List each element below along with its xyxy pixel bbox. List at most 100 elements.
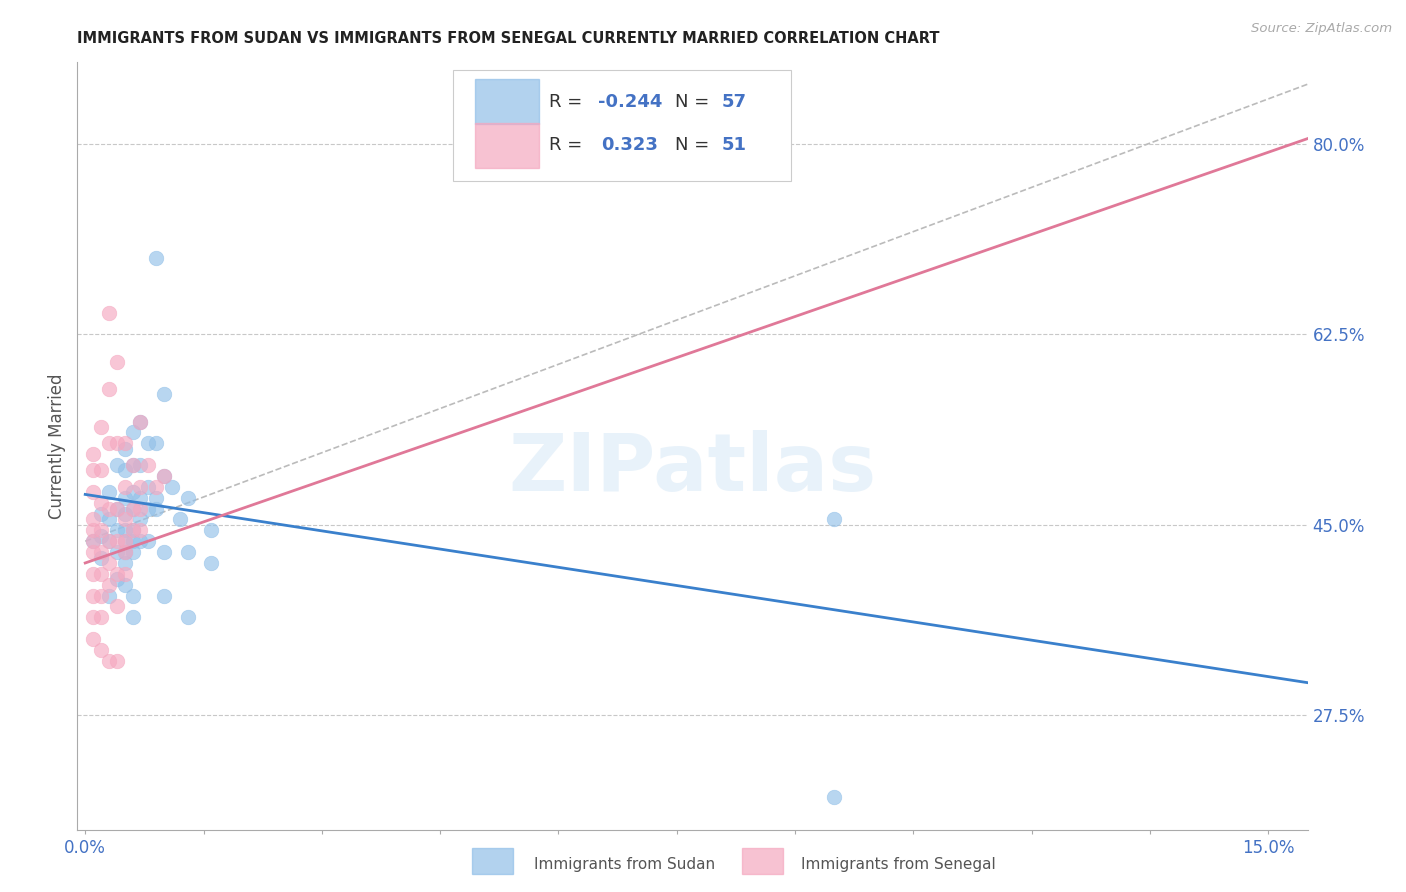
Point <box>114 578 136 592</box>
Point <box>105 566 128 581</box>
Point <box>121 545 143 559</box>
Point <box>105 599 128 614</box>
Text: 0.323: 0.323 <box>602 136 658 154</box>
Point <box>145 436 167 450</box>
Point <box>114 556 136 570</box>
Text: Immigrants from Senegal: Immigrants from Senegal <box>801 857 997 872</box>
Point <box>105 436 128 450</box>
Point <box>145 501 167 516</box>
Point <box>90 643 112 657</box>
Text: Immigrants from Sudan: Immigrants from Sudan <box>534 857 716 872</box>
Point <box>97 534 120 549</box>
Text: IMMIGRANTS FROM SUDAN VS IMMIGRANTS FROM SENEGAL CURRENTLY MARRIED CORRELATION C: IMMIGRANTS FROM SUDAN VS IMMIGRANTS FROM… <box>77 31 939 46</box>
Point <box>97 578 120 592</box>
Point <box>121 524 143 538</box>
Point <box>153 387 176 401</box>
Point <box>136 436 159 450</box>
Point <box>97 534 120 549</box>
Point <box>177 491 200 505</box>
Point <box>121 458 143 472</box>
Point <box>105 534 128 549</box>
Point <box>90 545 112 559</box>
Point <box>121 610 143 624</box>
Point <box>82 632 104 647</box>
Point <box>105 458 128 472</box>
Point <box>82 545 104 559</box>
Point <box>145 252 167 266</box>
FancyBboxPatch shape <box>453 70 792 181</box>
Point <box>129 415 152 429</box>
Point <box>82 463 104 477</box>
Point <box>114 436 136 450</box>
Text: R =: R = <box>548 93 588 111</box>
Point <box>97 654 120 668</box>
Point <box>200 556 222 570</box>
Point <box>90 566 112 581</box>
Point <box>121 425 143 440</box>
Point <box>153 545 176 559</box>
Point <box>129 524 152 538</box>
Point <box>105 572 128 586</box>
Point <box>97 485 120 500</box>
Point <box>114 491 136 505</box>
Point <box>105 545 128 559</box>
Point <box>114 545 136 559</box>
Point <box>82 534 104 549</box>
Point <box>823 512 845 526</box>
Point <box>121 501 143 516</box>
Point <box>136 501 159 516</box>
Point <box>82 566 104 581</box>
Point <box>82 512 104 526</box>
Point <box>136 458 159 472</box>
Point <box>177 545 200 559</box>
Point <box>121 534 143 549</box>
Point <box>145 491 167 505</box>
Point <box>90 589 112 603</box>
Point <box>136 480 159 494</box>
Point <box>90 496 112 510</box>
Point <box>114 442 136 456</box>
Point <box>129 501 152 516</box>
Point <box>97 556 120 570</box>
Point <box>90 507 112 521</box>
FancyBboxPatch shape <box>475 123 538 168</box>
Point <box>97 382 120 396</box>
Point <box>82 447 104 461</box>
Point <box>114 463 136 477</box>
Text: N =: N = <box>675 93 716 111</box>
Point <box>90 524 112 538</box>
Point <box>153 469 176 483</box>
Point <box>160 480 183 494</box>
Point <box>200 524 222 538</box>
Point <box>129 480 152 494</box>
Point <box>121 458 143 472</box>
Point <box>114 545 136 559</box>
Point <box>90 529 112 543</box>
Text: Source: ZipAtlas.com: Source: ZipAtlas.com <box>1251 22 1392 36</box>
Point <box>153 589 176 603</box>
Point <box>105 501 128 516</box>
Point <box>145 480 167 494</box>
Point <box>823 789 845 804</box>
Point <box>82 485 104 500</box>
Point <box>136 534 159 549</box>
Point <box>97 589 120 603</box>
Text: R =: R = <box>548 136 588 154</box>
Point <box>129 491 152 505</box>
Text: ZIPatlas: ZIPatlas <box>509 430 876 508</box>
Point <box>82 589 104 603</box>
Text: 57: 57 <box>723 93 747 111</box>
Point <box>90 610 112 624</box>
FancyBboxPatch shape <box>475 79 538 124</box>
Point <box>114 480 136 494</box>
Point <box>82 610 104 624</box>
Point <box>105 654 128 668</box>
Point <box>82 524 104 538</box>
Point <box>90 463 112 477</box>
Text: N =: N = <box>675 136 716 154</box>
Point <box>82 534 104 549</box>
Y-axis label: Currently Married: Currently Married <box>48 373 66 519</box>
Text: 51: 51 <box>723 136 747 154</box>
Point <box>114 534 136 549</box>
Point <box>121 524 143 538</box>
